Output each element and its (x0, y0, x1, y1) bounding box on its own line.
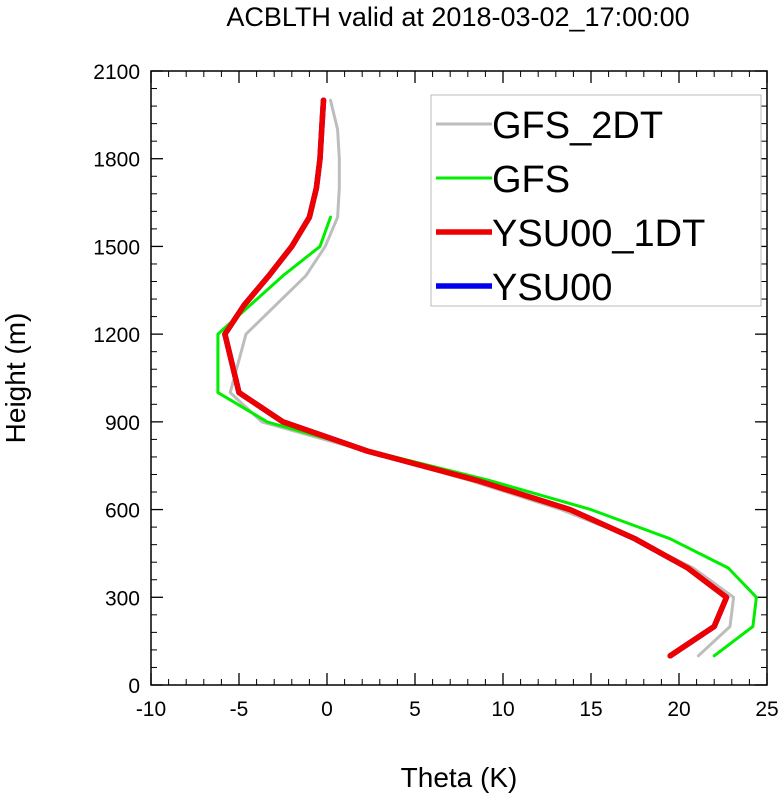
y-tick-label: 900 (105, 412, 140, 435)
x-tick-labels: -10 -5 0 5 10 15 20 25 (136, 698, 779, 721)
x-tick-label: 20 (667, 698, 690, 721)
y-tick-label: 300 (105, 587, 140, 610)
y-tick-label: 2100 (93, 61, 140, 84)
y-axis-label: Height (m) (0, 313, 31, 444)
plot-frame (150, 70, 768, 686)
axis-ticks (150, 70, 768, 686)
series-line-gfs-2dt (228, 98, 736, 658)
legend-label: GFS_2DT (492, 105, 663, 147)
y-tick-label: 0 (128, 675, 140, 698)
y-tick-label: 600 (105, 500, 140, 523)
legend-label: GFS (492, 159, 570, 201)
chart-title: ACBLTH valid at 2018-03-02_17:00:00 (226, 2, 689, 32)
x-tick-label: 10 (491, 698, 514, 721)
legend-box (430, 94, 762, 307)
x-tick-label: 15 (579, 698, 602, 721)
x-axis-label: Theta (K) (401, 762, 518, 793)
x-tick-label: -5 (230, 698, 249, 721)
x-tick-label: 5 (409, 698, 421, 721)
x-tick-label: -10 (136, 698, 166, 721)
legend-label: YSU00 (492, 267, 612, 309)
legend: GFS_2DT GFS YSU00_1DT YSU00 (430, 94, 762, 309)
series-lines (216, 97, 758, 659)
series-line-ysu00-1dt (222, 97, 730, 659)
y-tick-label: 1200 (93, 324, 140, 347)
y-tick-label: 1500 (93, 236, 140, 259)
y-tick-label: 1800 (93, 149, 140, 172)
y-tick-labels: 0 300 600 900 1200 1500 1800 2100 (93, 61, 140, 698)
legend-label: YSU00_1DT (492, 213, 705, 255)
x-tick-label: 0 (321, 698, 333, 721)
x-tick-label: 25 (755, 698, 778, 721)
